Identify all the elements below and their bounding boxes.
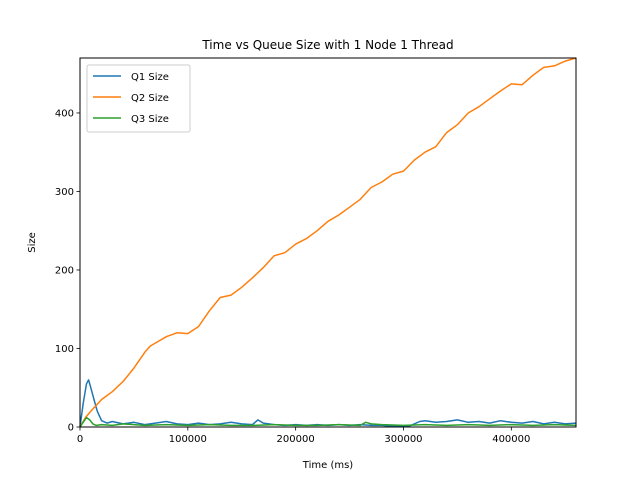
legend-label-3: Q3 Size <box>131 114 169 125</box>
chart-title: Time vs Queue Size with 1 Node 1 Thread <box>201 38 453 52</box>
legend-label-2: Q2 Size <box>131 93 169 104</box>
x-tick-label: 0 <box>77 434 83 445</box>
x-axis: 0 100000 200000 300000 400000 <box>77 427 530 445</box>
x-tick-label: 200000 <box>277 434 315 445</box>
x-tick-label: 300000 <box>384 434 422 445</box>
legend: Q1 Size Q2 Size Q3 Size <box>86 64 191 133</box>
y-tick-label: 100 <box>55 344 74 355</box>
series-line-2 <box>79 57 577 428</box>
y-tick-label: 0 <box>68 423 74 434</box>
legend-label-1: Q1 Size <box>131 72 169 83</box>
x-tick-label: 100000 <box>169 434 207 445</box>
legend-box <box>86 64 191 133</box>
y-tick-label: 200 <box>55 265 74 276</box>
series-line-3 <box>79 416 577 428</box>
axes-frame <box>79 57 577 428</box>
y-axis: 0 100 200 300 400 <box>55 108 80 434</box>
y-tick-label: 400 <box>55 108 74 119</box>
y-tick-label: 300 <box>55 187 74 198</box>
plot-area <box>79 57 577 428</box>
y-axis-label: Size <box>27 232 38 253</box>
x-tick-label: 400000 <box>492 434 530 445</box>
x-axis-label: Time (ms) <box>302 460 354 471</box>
